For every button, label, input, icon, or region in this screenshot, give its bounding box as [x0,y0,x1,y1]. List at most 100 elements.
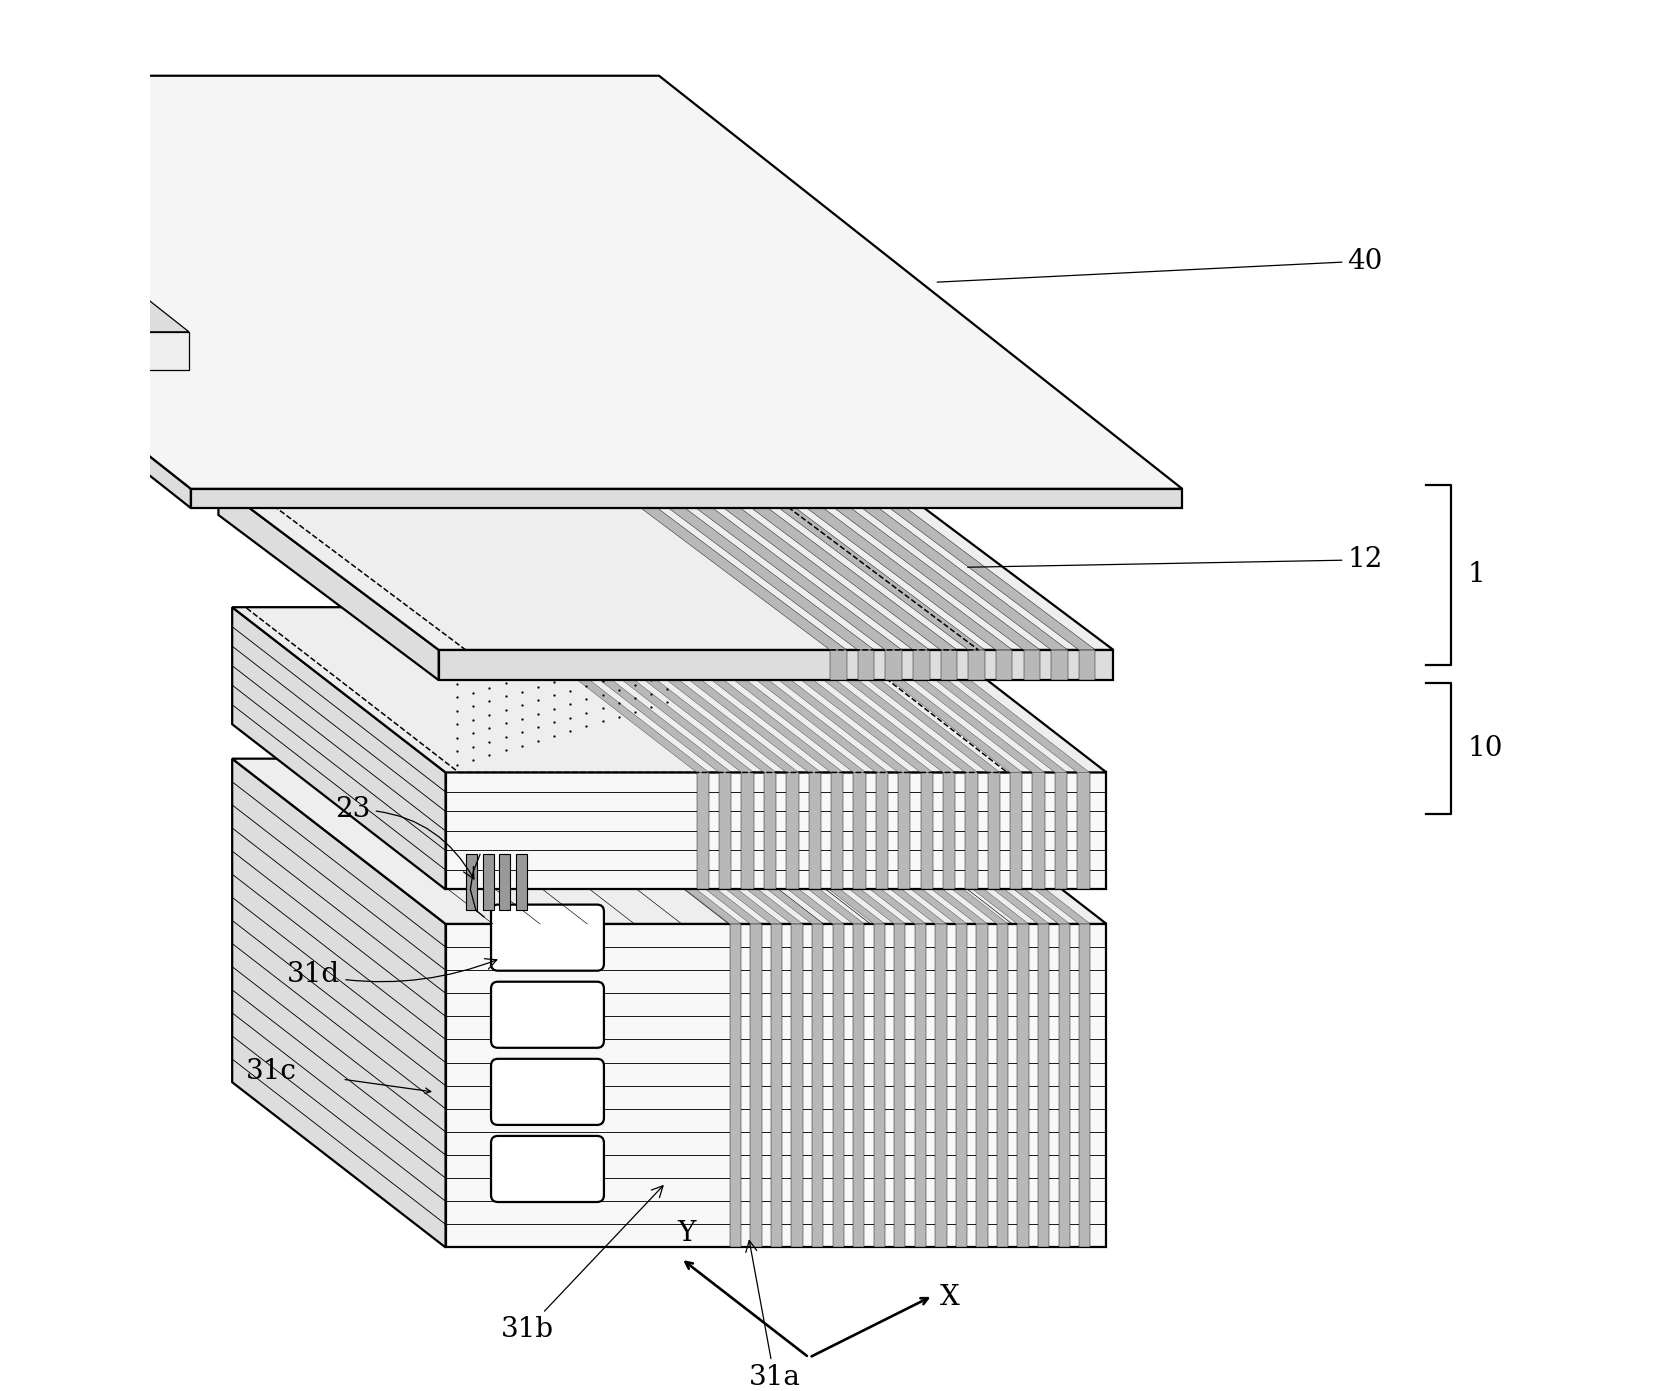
Polygon shape [701,758,927,924]
Polygon shape [996,650,1012,680]
Polygon shape [233,608,446,889]
Polygon shape [863,608,1089,772]
Polygon shape [685,608,910,772]
Polygon shape [987,772,1001,889]
Polygon shape [218,484,1113,650]
Polygon shape [640,608,866,772]
Polygon shape [858,484,1096,650]
Text: 10: 10 [1466,734,1503,762]
Polygon shape [637,484,875,650]
Polygon shape [830,650,846,680]
Text: 12: 12 [967,547,1383,573]
Polygon shape [747,484,985,650]
Polygon shape [858,650,875,680]
Polygon shape [0,216,99,370]
Polygon shape [528,608,754,772]
Polygon shape [233,608,1106,772]
Polygon shape [940,650,957,680]
Polygon shape [610,484,846,650]
Polygon shape [808,772,821,889]
Polygon shape [595,608,821,772]
Polygon shape [0,75,1182,488]
Polygon shape [783,758,1009,924]
Polygon shape [516,758,741,924]
Polygon shape [751,924,761,1248]
Polygon shape [483,854,494,910]
Text: 23: 23 [335,796,474,879]
Text: 31c: 31c [246,1059,297,1085]
Polygon shape [680,758,905,924]
Polygon shape [499,854,510,910]
Polygon shape [573,608,798,772]
Polygon shape [803,484,1041,650]
Polygon shape [439,650,1113,680]
Polygon shape [1078,772,1089,889]
Polygon shape [218,484,439,680]
Polygon shape [660,758,885,924]
Polygon shape [578,758,803,924]
Polygon shape [1032,772,1044,889]
Polygon shape [729,924,741,1248]
Polygon shape [0,216,189,332]
Polygon shape [944,772,955,889]
Text: 31d: 31d [287,958,496,988]
Polygon shape [692,484,930,650]
Polygon shape [955,924,967,1248]
Polygon shape [771,924,783,1248]
Polygon shape [483,608,709,772]
Polygon shape [721,484,957,650]
Polygon shape [965,772,977,889]
Polygon shape [1054,772,1068,889]
Polygon shape [665,484,902,650]
Polygon shape [969,650,985,680]
FancyBboxPatch shape [491,904,603,971]
Polygon shape [741,772,754,889]
Polygon shape [1059,924,1069,1248]
Polygon shape [1024,650,1041,680]
Text: 31a: 31a [746,1241,801,1391]
Text: 1: 1 [1466,562,1485,588]
Polygon shape [865,758,1091,924]
FancyBboxPatch shape [491,982,603,1047]
Polygon shape [920,772,934,889]
Polygon shape [753,608,977,772]
Polygon shape [1079,650,1096,680]
Polygon shape [796,608,1022,772]
Polygon shape [697,772,709,889]
Polygon shape [729,608,955,772]
Polygon shape [877,772,888,889]
Polygon shape [935,924,947,1248]
Polygon shape [233,758,1106,924]
Polygon shape [446,772,1106,889]
Polygon shape [885,650,902,680]
Text: X: X [940,1284,960,1312]
FancyBboxPatch shape [491,1136,603,1202]
Polygon shape [845,758,1069,924]
Polygon shape [1079,924,1091,1248]
Polygon shape [977,924,987,1248]
Polygon shape [550,608,776,772]
Polygon shape [233,758,446,1248]
Polygon shape [913,650,930,680]
Polygon shape [516,854,526,910]
Text: Y: Y [677,1220,696,1248]
Polygon shape [804,758,1029,924]
Polygon shape [99,332,189,370]
Polygon shape [536,758,761,924]
Polygon shape [707,608,934,772]
Polygon shape [1051,650,1068,680]
Polygon shape [774,608,1001,772]
Polygon shape [893,924,905,1248]
Polygon shape [997,924,1009,1248]
Polygon shape [506,608,731,772]
Polygon shape [446,924,1106,1248]
Text: 31b: 31b [501,1185,664,1342]
Polygon shape [722,758,947,924]
Polygon shape [618,758,843,924]
Polygon shape [853,772,866,889]
Polygon shape [466,854,478,910]
Polygon shape [558,758,783,924]
Polygon shape [1011,772,1022,889]
Polygon shape [853,924,865,1248]
Polygon shape [598,758,823,924]
